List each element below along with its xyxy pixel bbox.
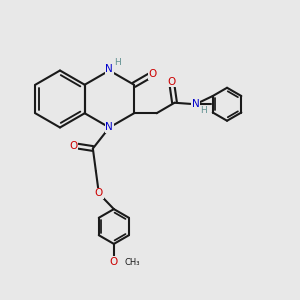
Text: N: N	[192, 99, 200, 109]
Text: O: O	[110, 257, 118, 267]
Text: N: N	[106, 122, 113, 133]
Text: O: O	[167, 77, 176, 87]
Text: O: O	[95, 188, 103, 199]
Text: N: N	[106, 64, 113, 74]
Text: O: O	[148, 69, 156, 79]
Text: CH₃: CH₃	[124, 258, 140, 267]
Text: H: H	[114, 58, 121, 67]
Text: O: O	[69, 140, 77, 151]
Text: H: H	[201, 106, 207, 116]
